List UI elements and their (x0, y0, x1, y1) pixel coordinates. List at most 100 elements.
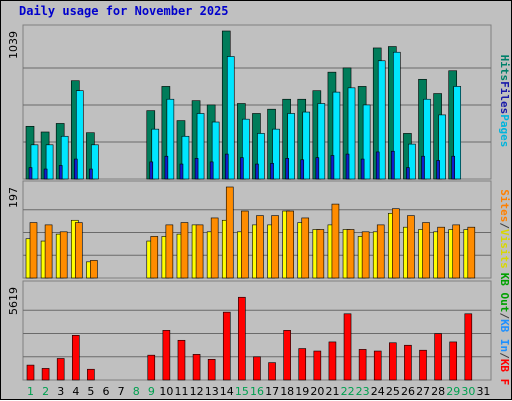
x-tick-label: 12 (190, 385, 204, 398)
x-tick-label: 24 (371, 385, 385, 398)
files-bar (226, 56, 235, 180)
legend-entry: KB F (498, 359, 511, 386)
kbytes-bar (147, 354, 156, 381)
files-bar (347, 87, 356, 180)
sites-bar (392, 208, 400, 279)
pages-bar (436, 160, 440, 180)
legend-entry: KB Out (498, 273, 511, 313)
kbytes-bar (26, 364, 35, 381)
x-tick-label: 28 (431, 385, 445, 398)
x-tick-label: 7 (118, 385, 125, 398)
x-tick-label: 5 (87, 385, 94, 398)
files-bar (30, 144, 39, 180)
files-bar (362, 104, 371, 180)
files-bar (377, 60, 386, 180)
pages-bar (375, 151, 380, 180)
kbytes-bar (253, 356, 261, 381)
kbytes-bar (464, 313, 473, 381)
kbytes-bar (268, 362, 276, 381)
legend-label: Sites/Visits (498, 189, 511, 269)
kbytes-bar (192, 354, 201, 381)
legend-entry: / (498, 222, 511, 229)
x-tick-label: 1 (27, 385, 34, 398)
legend-entry: / (498, 312, 511, 319)
sites-bar (361, 231, 370, 279)
files-bar (332, 91, 341, 180)
legend-entry: Hits (498, 55, 511, 82)
kbytes-bar (419, 349, 427, 381)
files-bar (45, 144, 54, 180)
sites-bar (316, 229, 325, 279)
y-axis-max-label: 5619 (7, 287, 20, 315)
pages-bar (43, 168, 48, 180)
legend-entry: Sites (498, 189, 511, 222)
files-bar (91, 144, 99, 180)
pages-bar (330, 155, 335, 180)
kbytes-bar (449, 341, 458, 381)
sites-bar (452, 224, 461, 279)
kbytes-bar (41, 368, 50, 381)
kbytes-bar (298, 348, 307, 381)
sites-bar (165, 224, 174, 279)
x-tick-label: 14 (220, 385, 234, 398)
kbytes-bar (373, 350, 382, 381)
legend-entry: Files (498, 81, 511, 114)
x-tick-label: 22 (341, 385, 355, 398)
pages-bar (28, 167, 33, 180)
sites-bar (90, 260, 98, 279)
files-bar (393, 51, 401, 180)
sites-bar (437, 226, 445, 279)
files-bar (151, 128, 160, 180)
sites-bar (301, 217, 310, 279)
chart-title: Daily usage for November 2025 (19, 4, 229, 18)
x-tick-label: 10 (159, 385, 173, 398)
x-tick-label: 27 (416, 385, 430, 398)
sites-bar (59, 231, 68, 279)
x-tick-label: 23 (356, 385, 370, 398)
x-tick-label: 6 (103, 385, 110, 398)
kbytes-bar (328, 341, 337, 381)
files-bar (408, 143, 416, 180)
sites-bar (180, 222, 189, 279)
pages-bar (73, 158, 78, 180)
sites-bar (195, 224, 204, 279)
sites-bar (422, 222, 430, 279)
y-axis-max-label: 197 (7, 187, 20, 208)
pages-bar (406, 167, 410, 180)
files-bar (60, 135, 69, 180)
x-tick-label: 21 (325, 385, 339, 398)
files-bar (438, 114, 446, 180)
sites-bar (271, 215, 279, 279)
x-tick-label: 13 (205, 385, 219, 398)
x-tick-label: 20 (310, 385, 324, 398)
sites-bar (44, 224, 53, 279)
kbytes-bar (343, 313, 352, 381)
pages-bar (391, 150, 395, 180)
kbytes-bar (222, 311, 231, 381)
sites-bar (150, 236, 159, 279)
x-tick-label: 4 (72, 385, 79, 398)
files-bar (287, 113, 295, 180)
kbytes-bar (404, 344, 412, 381)
x-tick-label: 11 (175, 385, 189, 398)
pages-bar (270, 163, 274, 180)
files-bar (272, 128, 280, 180)
pages-bar (300, 159, 305, 180)
pages-bar (240, 157, 244, 180)
pages-bar (209, 161, 214, 180)
x-tick-label: 15 (235, 385, 249, 398)
kbytes-bar (238, 296, 246, 381)
pages-bar (149, 161, 154, 180)
legend-entry: / (498, 352, 511, 359)
sites-bar (376, 224, 385, 279)
files-bar (242, 118, 250, 180)
kbytes-bar (87, 368, 95, 381)
kbytes-bar (56, 358, 65, 381)
files-bar (75, 90, 84, 180)
pages-bar (421, 155, 425, 180)
x-tick-label: 30 (461, 385, 475, 398)
kbytes-bar (389, 342, 397, 381)
sites-bar (210, 217, 219, 279)
legend-entry: KB In (498, 319, 511, 352)
